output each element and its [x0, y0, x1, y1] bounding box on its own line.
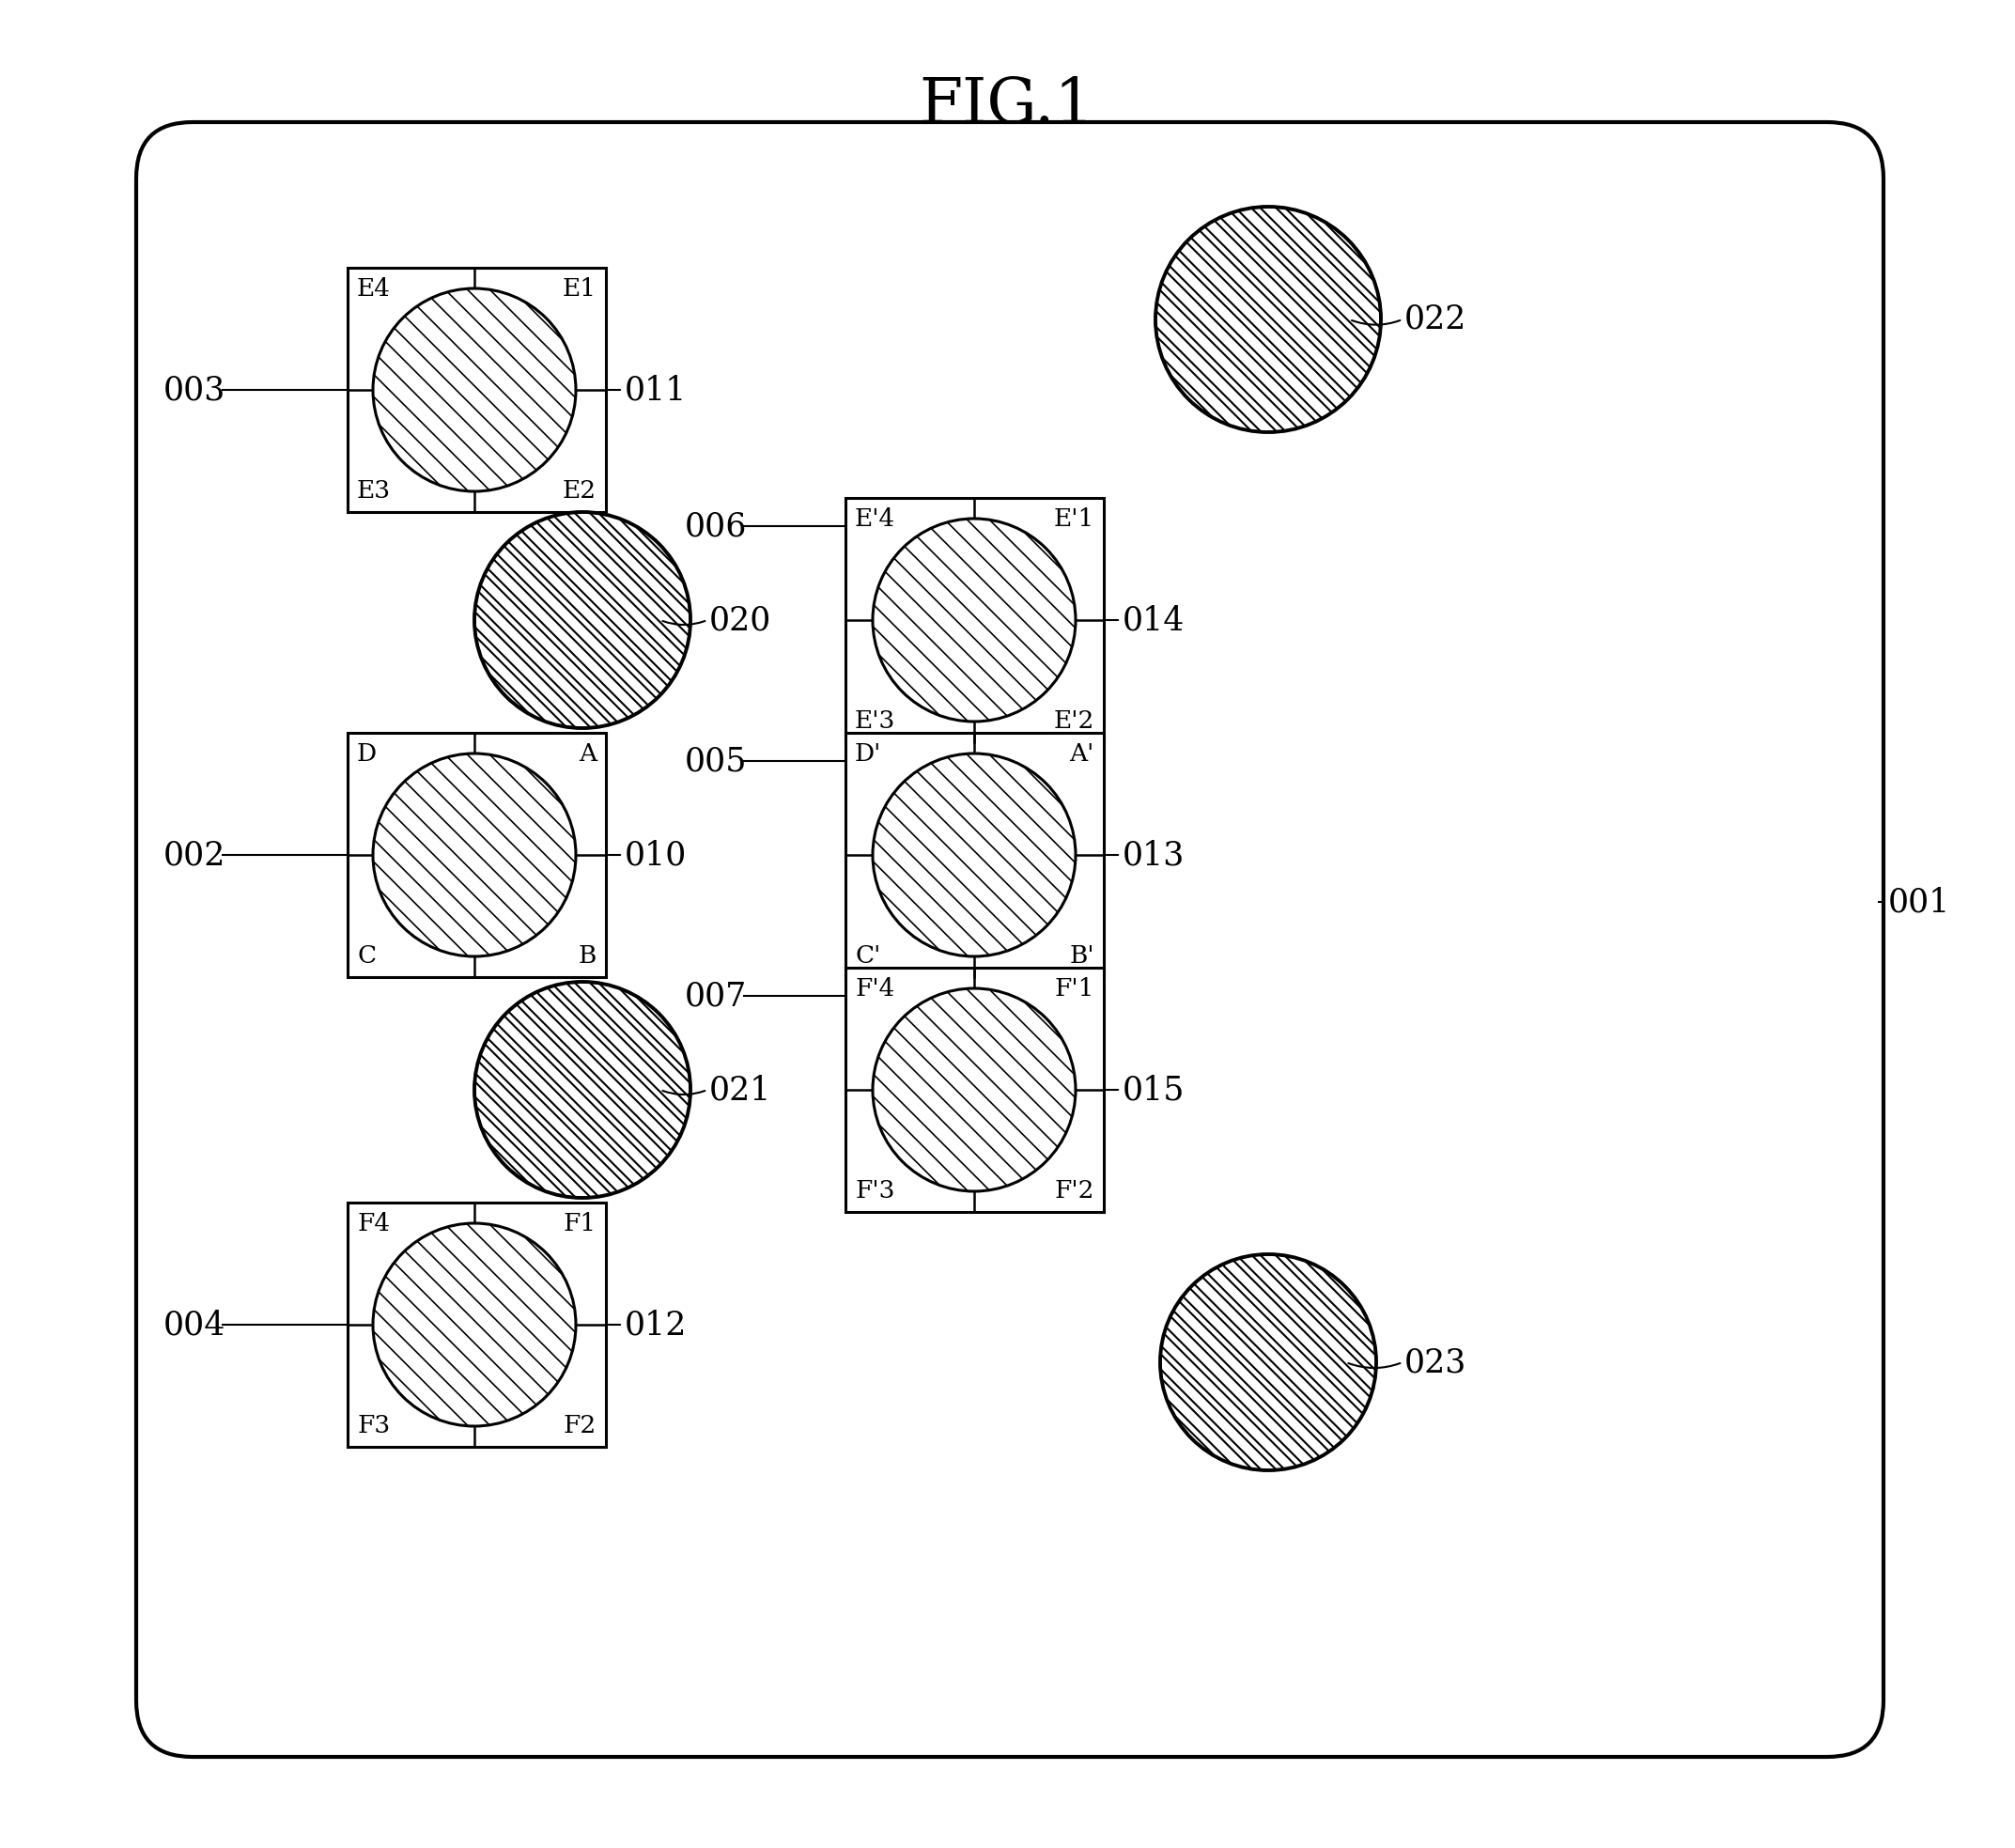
Text: 020: 020	[709, 604, 772, 636]
Text: 011: 011	[625, 373, 687, 407]
Text: F1: F1	[564, 1212, 596, 1236]
Circle shape	[1161, 1255, 1376, 1471]
Text: 005: 005	[685, 745, 748, 776]
Circle shape	[872, 989, 1076, 1192]
Text: 013: 013	[1122, 839, 1185, 870]
FancyBboxPatch shape	[137, 122, 1884, 1757]
Text: F'4: F'4	[854, 978, 895, 1000]
Text: D': D'	[854, 743, 881, 765]
Text: E4: E4	[357, 277, 391, 301]
Circle shape	[872, 754, 1076, 957]
Text: C': C'	[854, 944, 881, 968]
Text: F2: F2	[564, 1414, 596, 1438]
Text: E2: E2	[562, 479, 596, 503]
Text: F4: F4	[357, 1212, 391, 1236]
Text: F'1: F'1	[1054, 978, 1094, 1000]
Text: 012: 012	[625, 1308, 687, 1340]
Text: C: C	[357, 944, 377, 968]
Bar	[347, 734, 607, 978]
Text: E'2: E'2	[1054, 710, 1094, 734]
Text: 001: 001	[1888, 885, 1951, 918]
Text: 021: 021	[709, 1074, 772, 1105]
Text: A: A	[578, 743, 596, 765]
Text: FIG.1: FIG.1	[919, 76, 1094, 137]
Text: F'2: F'2	[1054, 1179, 1094, 1203]
Bar	[347, 268, 607, 512]
Text: 003: 003	[163, 373, 226, 407]
Text: E1: E1	[562, 277, 596, 301]
Text: 002: 002	[163, 839, 226, 870]
Text: B': B'	[1070, 944, 1094, 968]
Text: 006: 006	[685, 510, 748, 541]
Circle shape	[373, 288, 576, 492]
Circle shape	[474, 512, 691, 728]
Bar	[846, 734, 1104, 978]
Text: 023: 023	[1404, 1347, 1467, 1379]
Text: 014: 014	[1122, 604, 1185, 636]
Text: F'3: F'3	[854, 1179, 895, 1203]
Text: 007: 007	[685, 979, 748, 1013]
Text: B: B	[578, 944, 596, 968]
Bar	[347, 1203, 607, 1447]
Text: 015: 015	[1122, 1074, 1185, 1105]
Circle shape	[872, 519, 1076, 721]
Circle shape	[474, 981, 691, 1198]
Text: E'1: E'1	[1054, 508, 1094, 530]
Circle shape	[373, 754, 576, 957]
Text: E'3: E'3	[854, 710, 895, 734]
Text: A': A'	[1070, 743, 1094, 765]
Circle shape	[1155, 207, 1380, 432]
Text: 004: 004	[163, 1308, 226, 1340]
Text: E3: E3	[357, 479, 391, 503]
Text: 010: 010	[625, 839, 687, 870]
Text: 022: 022	[1404, 303, 1467, 334]
Text: F3: F3	[357, 1414, 391, 1438]
Bar	[846, 968, 1104, 1212]
Text: E'4: E'4	[854, 508, 895, 530]
Text: D: D	[357, 743, 377, 765]
Bar	[846, 497, 1104, 743]
Circle shape	[373, 1223, 576, 1427]
